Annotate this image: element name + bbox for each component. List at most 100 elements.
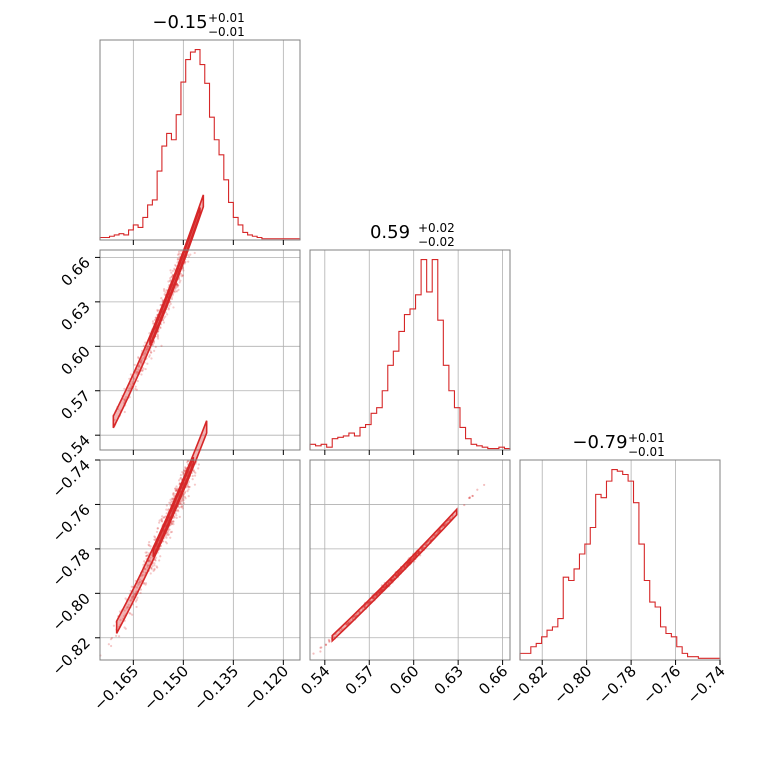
scatter-point xyxy=(182,469,186,472)
scatter-point xyxy=(385,584,388,587)
hist-title-minus-p2: −0.01 xyxy=(628,445,665,459)
ytick-label-p1-2: 0.60 xyxy=(57,342,93,378)
scatter-point xyxy=(175,488,179,491)
scatter-point xyxy=(170,275,174,278)
scatter-panel-p0-p1 xyxy=(95,194,301,455)
scatter-point xyxy=(179,477,182,480)
scatter-point xyxy=(159,326,162,329)
scatter-point xyxy=(175,485,178,488)
scatter-point xyxy=(181,507,184,510)
scatter-point xyxy=(123,387,126,390)
scatter-point xyxy=(146,345,149,349)
scatter-point xyxy=(181,498,184,502)
scatter-point xyxy=(179,272,183,276)
scatter-point xyxy=(109,638,113,641)
scatter-point xyxy=(183,495,187,499)
scatter-point xyxy=(135,372,138,375)
hist-title-minus-p0: −0.01 xyxy=(208,25,245,39)
scatter-point xyxy=(130,596,134,599)
scatter-point xyxy=(389,579,392,583)
scatter-point xyxy=(177,278,181,281)
scatter-point xyxy=(140,358,143,362)
scatter-point xyxy=(137,365,140,368)
scatter-point xyxy=(124,597,127,600)
scatter-point xyxy=(407,561,410,565)
scatter-point xyxy=(145,554,148,557)
scatter-point xyxy=(146,564,149,567)
contour-inner xyxy=(149,207,201,346)
scatter-point xyxy=(328,639,331,643)
scatter-point xyxy=(186,485,189,488)
scatter-point xyxy=(328,640,331,643)
scatter-point xyxy=(152,341,156,345)
histogram-panel-p0: −0.15 +0.01−0.01 xyxy=(99,11,301,245)
scatter-point xyxy=(182,495,185,498)
scatter-point xyxy=(184,260,187,264)
scatter-point xyxy=(156,337,160,340)
scatter-point xyxy=(149,351,153,354)
scatter-point xyxy=(143,352,147,355)
scatter-point xyxy=(177,252,180,255)
scatter-point xyxy=(176,284,179,287)
scatter-point xyxy=(160,297,163,300)
scatter-point xyxy=(194,471,197,474)
scatter-point xyxy=(403,566,406,569)
scatter-point xyxy=(136,371,139,374)
scatter-point xyxy=(402,566,405,569)
scatter-point xyxy=(187,255,191,258)
scatter-point xyxy=(148,541,151,544)
scatter-point xyxy=(403,565,406,568)
scatter-point xyxy=(424,543,427,547)
ytick-label-p1-3: 0.63 xyxy=(57,298,93,334)
scatter-point xyxy=(187,488,190,491)
scatter-point xyxy=(159,555,162,558)
scatter-point xyxy=(319,650,322,653)
scatter-point xyxy=(176,284,179,287)
scatter-point xyxy=(161,299,164,302)
scatter-point xyxy=(401,567,404,570)
scatter-point xyxy=(156,527,159,530)
scatter-point xyxy=(172,520,175,523)
scatter-point xyxy=(139,591,142,595)
scatter-point xyxy=(173,267,176,270)
scatter-point xyxy=(354,615,357,618)
scatter-point xyxy=(168,501,171,504)
scatter-point xyxy=(172,492,175,495)
scatter-point xyxy=(146,554,149,557)
scatter-point xyxy=(169,502,172,505)
scatter-point xyxy=(178,506,181,509)
scatter-point xyxy=(178,515,181,518)
scatter-point xyxy=(182,472,185,475)
scatter-point xyxy=(379,590,382,593)
scatter-point xyxy=(413,555,416,559)
scatter-point xyxy=(171,497,174,501)
scatter-point xyxy=(164,540,167,544)
scatter-point xyxy=(164,291,167,294)
scatter-point xyxy=(152,322,155,325)
scatter-point xyxy=(172,523,175,526)
scatter-point xyxy=(176,285,179,288)
contour-inner xyxy=(152,456,195,558)
scatter-point xyxy=(180,275,183,278)
scatter-point xyxy=(187,260,190,263)
scatter-panel-p0-p2 xyxy=(95,420,301,665)
scatter-point xyxy=(140,362,143,365)
histogram-panel-p2: −0.79 +0.01−0.01 xyxy=(519,431,721,665)
scatter-point xyxy=(471,494,474,498)
scatter-point xyxy=(150,566,153,570)
scatter-point xyxy=(148,544,151,547)
scatter-point xyxy=(179,279,182,282)
scatter-point xyxy=(170,271,173,274)
scatter-point xyxy=(140,360,143,363)
scatter-point xyxy=(178,502,181,505)
scatter-point xyxy=(137,356,140,359)
scatter-point xyxy=(128,611,131,615)
scatter-point xyxy=(131,595,134,598)
scatter-point xyxy=(327,638,330,641)
scatter-point xyxy=(467,496,471,500)
scatter-point xyxy=(447,519,450,522)
scatter-point xyxy=(442,524,445,527)
scatter-point xyxy=(177,250,181,253)
scatter-point xyxy=(191,474,194,478)
